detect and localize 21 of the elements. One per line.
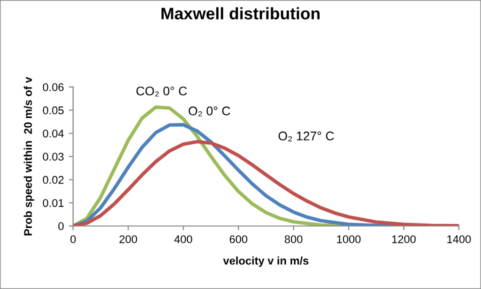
y-tick-label: 0.02: [42, 176, 64, 184]
x-tick-label: 0: [70, 235, 76, 244]
x-tick-label: 1000: [337, 235, 361, 244]
x-tick-label: 400: [174, 235, 192, 244]
x-tick-label: 200: [120, 235, 138, 244]
annotation: CO₂ 0° C: [136, 86, 187, 96]
y-tick-label: 0.01: [42, 199, 64, 207]
y-axis-title: Prob speed within 20 m/s of v: [24, 76, 34, 236]
x-tick-label: 1400: [447, 235, 471, 244]
y-tick-label: 0: [58, 222, 64, 230]
x-tick-label: 800: [284, 235, 302, 244]
annotation: O₂ 127° C: [278, 132, 334, 142]
annotation: O₂ 0° C: [188, 106, 230, 116]
y-tick-label: 0.03: [42, 152, 64, 161]
x-axis-title: velocity v in m/s: [223, 256, 308, 267]
y-tick-label: 0.06: [42, 83, 64, 92]
x-tick-label: 1200: [392, 235, 416, 244]
chart-title: Maxwell distribution: [162, 7, 320, 20]
x-tick-label: 600: [230, 235, 248, 244]
y-tick-label: 0.04: [42, 130, 64, 138]
y-tick-label: 0.05: [42, 106, 64, 114]
